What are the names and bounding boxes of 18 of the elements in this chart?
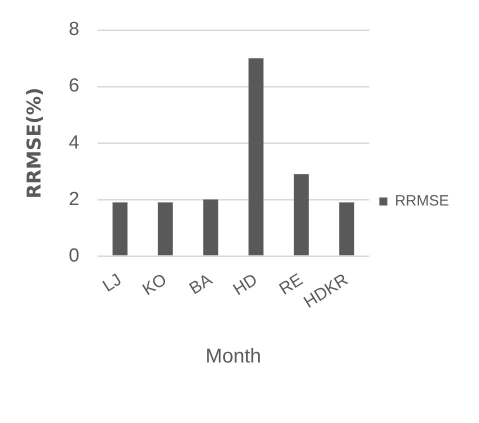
legend-label: RRMSE [394,192,449,210]
y-tick-label: 4 [68,132,80,154]
bar [203,200,218,256]
y-tick-label: 0 [68,245,80,266]
x-tick-label: BA [186,270,216,298]
bar [248,58,264,256]
bar [339,202,354,256]
y-tick-label: 6 [68,76,80,97]
x-tick-label: LJ [99,270,125,296]
bar [158,202,173,256]
x-tick-label: KO [139,270,170,300]
y-tick-label: 2 [68,188,80,210]
x-axis-title: Month [206,346,262,368]
bar [112,202,128,256]
y-axis-title: RRMSE(%) [23,87,46,199]
x-tick-label: HD [230,270,261,300]
y-tick-label: 8 [68,19,80,40]
bar [294,174,309,256]
